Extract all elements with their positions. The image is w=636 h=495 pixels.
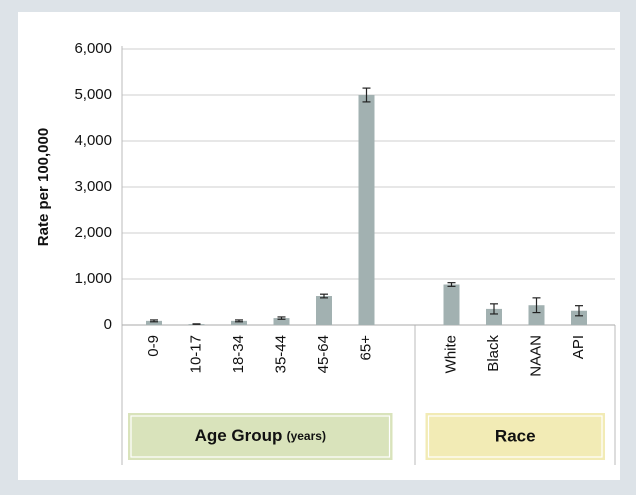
error-bar xyxy=(277,316,286,320)
bar xyxy=(273,318,290,325)
error-bar xyxy=(362,87,371,103)
bar xyxy=(358,95,375,325)
group-box xyxy=(128,413,393,460)
y-axis-title: Rate per 100,000 xyxy=(35,128,52,246)
bar xyxy=(571,310,587,325)
x-tick-label: White xyxy=(442,335,459,373)
error-bar xyxy=(235,319,243,323)
group-label: Age Group (years) xyxy=(195,426,326,445)
group-label: Race xyxy=(495,426,536,445)
group-box-inner xyxy=(427,415,603,458)
x-tick-label: Black xyxy=(485,335,502,372)
x-tick-label: 45-64 xyxy=(315,335,332,373)
group-label-sub: (years) xyxy=(287,429,326,443)
error-bar xyxy=(320,293,328,299)
y-tick-label: 1,000 xyxy=(74,270,112,287)
bar xyxy=(231,320,247,325)
error-bar xyxy=(447,282,456,287)
x-tick-label: API xyxy=(570,335,587,359)
x-tick-label: 65+ xyxy=(357,335,374,361)
panel xyxy=(18,12,620,480)
error-bar xyxy=(490,303,498,315)
y-tick-label: 2,000 xyxy=(74,224,112,241)
x-tick-label: 10-17 xyxy=(187,335,204,373)
y-tick-label: 0 xyxy=(104,316,112,333)
bar xyxy=(528,305,545,325)
bar xyxy=(316,296,332,325)
x-tick-label: 35-44 xyxy=(272,335,289,373)
bar xyxy=(443,284,460,325)
error-bar xyxy=(532,297,541,314)
y-tick-label: 3,000 xyxy=(74,178,112,195)
error-bar xyxy=(150,319,158,323)
group-label-main: Age Group xyxy=(195,426,283,445)
group-box xyxy=(425,413,605,460)
x-tick-label: 18-34 xyxy=(230,335,247,373)
x-tick-label: 0-9 xyxy=(145,335,162,357)
group-labels: Age Group (years) Race xyxy=(195,426,536,445)
group-box-inner xyxy=(130,415,391,458)
bar xyxy=(146,320,162,325)
error-bar xyxy=(575,305,583,317)
bar xyxy=(486,308,502,325)
y-tick-label: 5,000 xyxy=(74,86,112,103)
x-tick-label: NAAN xyxy=(527,335,544,377)
y-tick-label: 4,000 xyxy=(74,132,112,149)
y-tick-label: 6,000 xyxy=(74,40,112,57)
